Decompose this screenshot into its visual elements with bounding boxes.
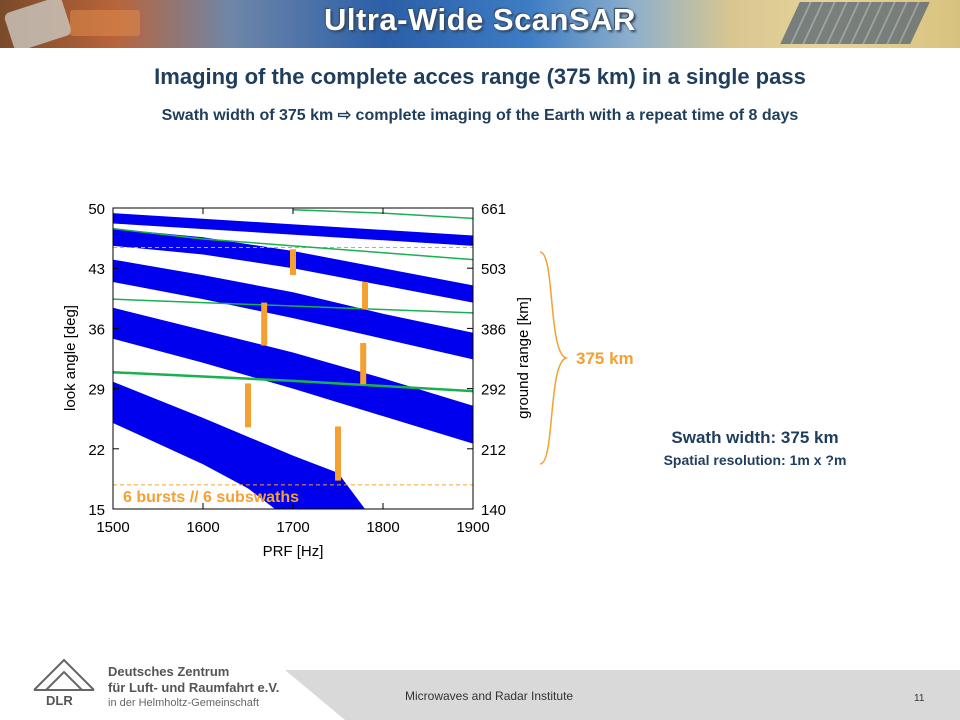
logo-line-1: Deutsches Zentrum <box>108 664 230 679</box>
subswath-bar-6 <box>362 281 368 310</box>
y2-tick-label: 212 <box>481 442 506 459</box>
blind-band-4 <box>113 307 473 444</box>
slide-title: Ultra-Wide ScanSAR <box>324 2 636 37</box>
y2-tick-label: 386 <box>481 321 506 338</box>
nadir-line-3 <box>113 371 473 393</box>
blind-range-bands <box>113 213 473 509</box>
blind-band-1 <box>113 213 473 246</box>
y2-axis-ticks: 661 503 386 292 212 140 <box>467 201 506 519</box>
subswath-bar-2 <box>261 302 268 346</box>
y-tick-label: 15 <box>88 502 105 519</box>
logo-abbr: DLR <box>46 693 73 708</box>
subswath-bar-1 <box>245 383 251 428</box>
institute-name: Microwaves and Radar Institute <box>405 689 574 703</box>
y-tick-label: 36 <box>88 321 105 338</box>
y-tick-label: 22 <box>88 442 105 459</box>
headline: Imaging of the complete acces range (375… <box>154 64 806 89</box>
dlr-emblem-icon <box>33 658 95 691</box>
header-banner: Ultra-Wide ScanSAR <box>0 0 960 48</box>
subswath-bars <box>245 249 368 481</box>
x-tick-label: 1600 <box>186 519 219 536</box>
nadir-lines <box>113 208 473 393</box>
logo-line-2: für Luft- und Raumfahrt e.V. <box>108 680 280 695</box>
x-axis-label: PRF [Hz] <box>263 543 324 560</box>
y-tick-label: 50 <box>88 201 105 218</box>
swath-width-note: Swath width: 375 km <box>671 428 839 447</box>
y-tick-label: 43 <box>88 261 105 278</box>
y2-tick-label: 503 <box>481 261 506 278</box>
x-axis-ticks: 1500 1600 1700 1800 1900 <box>96 208 490 536</box>
y2-tick-label: 292 <box>481 382 506 399</box>
y2-axis-label: ground range [km] <box>515 297 532 419</box>
x-tick-label: 1800 <box>366 519 399 536</box>
blind-band-5 <box>113 381 365 509</box>
dlr-logo: DLR Deutsches Zentrum für Luft- und Raum… <box>20 650 280 716</box>
y-axis-ticks: 50 43 36 29 22 15 <box>88 201 119 519</box>
subswath-bar-3 <box>290 249 296 276</box>
reference-levels <box>113 247 473 486</box>
x-tick-label: 1700 <box>276 519 309 536</box>
y2-tick-label: 140 <box>481 502 506 519</box>
bursts-annotation: 6 bursts // 6 subswaths <box>123 489 299 506</box>
blind-band-3 <box>113 259 473 360</box>
nadir-line-1 <box>113 227 473 261</box>
footer: Microwaves and Radar Institute 11 <box>0 670 960 720</box>
resolution-note: Spatial resolution: 1m x ?m <box>663 452 847 468</box>
earth-image <box>70 10 140 36</box>
subline: Swath width of 375 km ⇨ complete imaging… <box>161 107 799 124</box>
nadir-line-2 <box>113 298 473 314</box>
x-tick-label: 1500 <box>96 519 129 536</box>
y2-tick-label: 661 <box>481 201 506 218</box>
range-bracket-label: 375 km <box>576 349 634 368</box>
subswath-bar-5 <box>360 343 367 385</box>
x-tick-label: 1900 <box>456 519 489 536</box>
logo-line-3: in der Helmholtz-Gemeinschaft <box>108 697 260 709</box>
subswath-bar-4 <box>335 426 341 481</box>
footer-band <box>285 670 960 720</box>
y-axis-label: look angle [deg] <box>62 305 79 411</box>
y-tick-label: 29 <box>88 382 105 399</box>
range-brace <box>539 251 569 465</box>
page-number: 11 <box>914 693 925 704</box>
